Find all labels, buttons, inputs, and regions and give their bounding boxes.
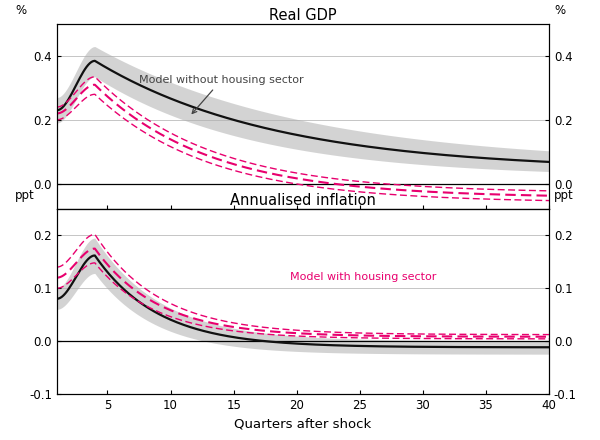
Text: ppt: ppt (15, 189, 35, 202)
Text: %: % (15, 4, 26, 17)
Title: Real GDP: Real GDP (269, 8, 337, 23)
Title: Annualised inflation: Annualised inflation (230, 193, 376, 208)
Text: Model with housing sector: Model with housing sector (290, 272, 437, 282)
Text: ppt: ppt (554, 189, 574, 202)
X-axis label: Quarters after shock: Quarters after shock (235, 417, 371, 430)
Text: Model without housing sector: Model without housing sector (139, 75, 304, 114)
Text: %: % (554, 4, 565, 17)
